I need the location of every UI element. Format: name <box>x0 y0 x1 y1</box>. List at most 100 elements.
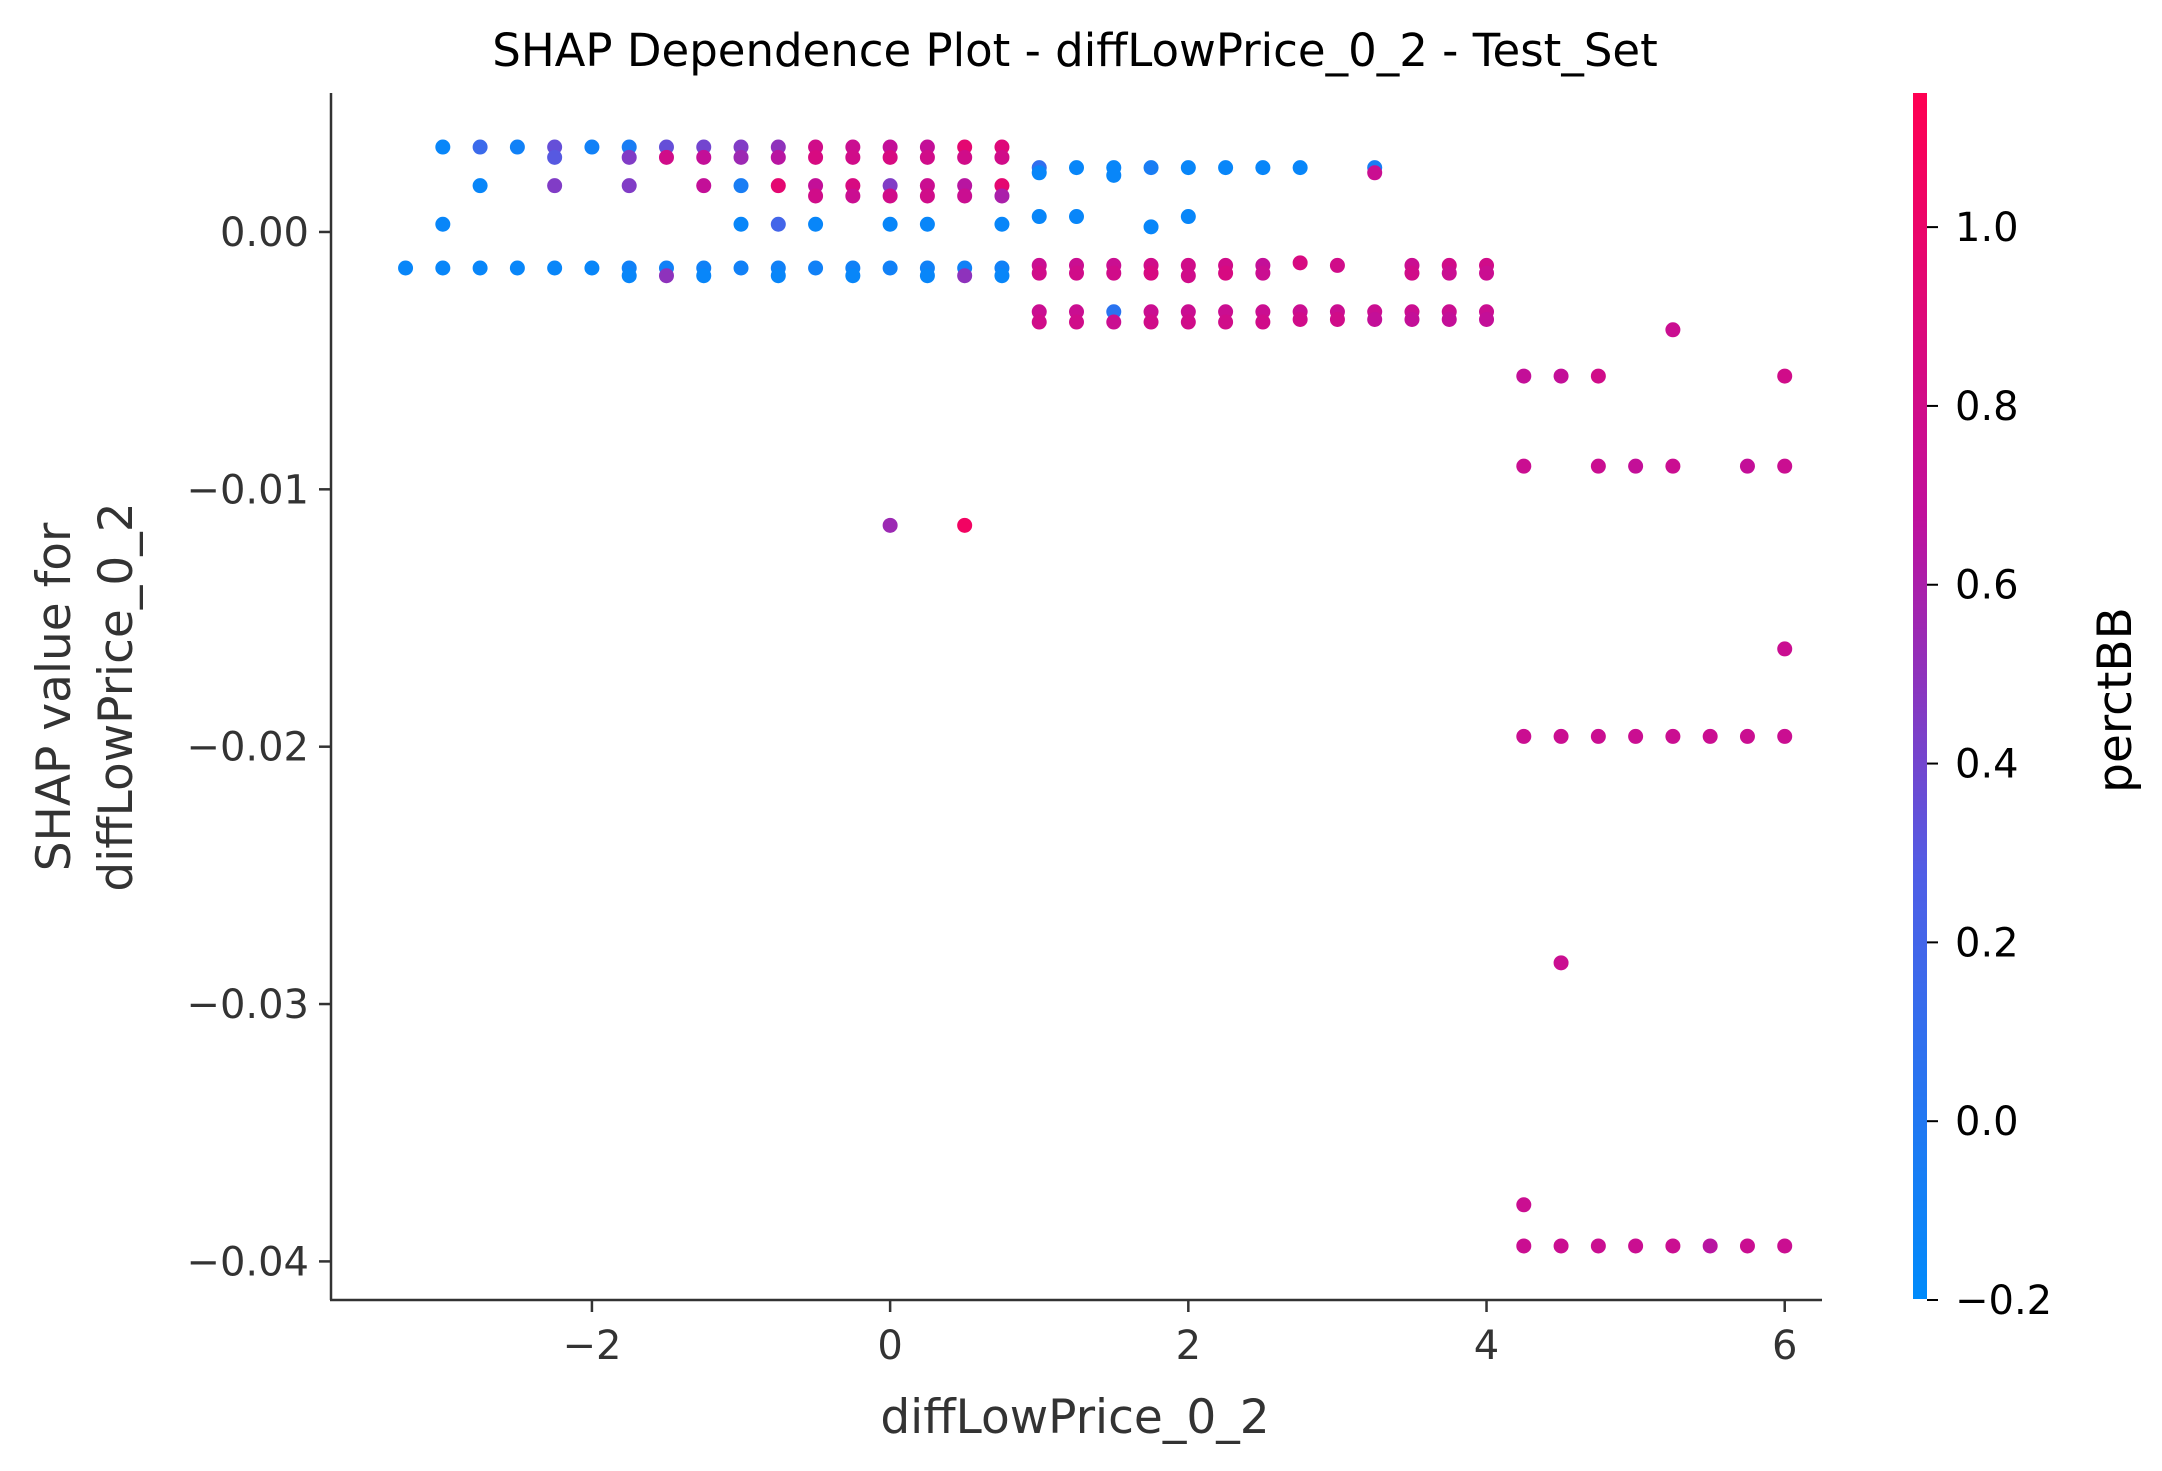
scatter-point <box>882 517 898 533</box>
y-axis-title-line2: diffLowPrice_0_2 <box>89 502 144 891</box>
scatter-point <box>1218 160 1234 176</box>
scatter-point <box>696 149 712 165</box>
scatter-point <box>1479 311 1495 327</box>
scatter-point <box>1553 955 1569 971</box>
scatter-point <box>808 260 824 276</box>
colorbar-tick-label: 0.4 <box>1955 742 2019 788</box>
scatter-point <box>1441 311 1457 327</box>
scatter-point <box>1777 641 1793 657</box>
scatter-point <box>1553 1238 1569 1254</box>
scatter-point <box>845 149 861 165</box>
x-axis-title: diffLowPrice_0_2 <box>880 1390 1269 1445</box>
colorbar-title: perctBB <box>2088 607 2143 793</box>
scatter-point <box>1180 314 1196 330</box>
scatter-point <box>1516 1197 1532 1213</box>
scatter-point <box>882 178 898 194</box>
scatter-point <box>1777 1238 1793 1254</box>
scatter-point <box>1292 311 1308 327</box>
chart-title: SHAP Dependence Plot - diffLowPrice_0_2 … <box>492 24 1657 77</box>
scatter-point <box>770 268 786 284</box>
scatter-point <box>994 268 1010 284</box>
scatter-point <box>1255 265 1271 281</box>
y-tick-label: −0.01 <box>186 467 309 513</box>
scatter-point <box>882 139 898 155</box>
scatter-point <box>919 178 935 194</box>
scatter-point <box>1255 304 1271 320</box>
scatter-point <box>547 178 563 194</box>
scatter-point <box>919 188 935 204</box>
scatter-point <box>1329 257 1345 273</box>
y-tick-label: −0.02 <box>186 725 309 771</box>
colorbar-tick-label: 0.6 <box>1955 563 2019 609</box>
scatter-point <box>1143 160 1159 176</box>
scatter-point <box>1180 268 1196 284</box>
scatter-point <box>621 268 637 284</box>
scatter-point <box>845 139 861 155</box>
scatter-point <box>994 216 1010 232</box>
scatter-point <box>733 260 749 276</box>
scatter-point <box>1031 209 1047 225</box>
scatter-point <box>1329 311 1345 327</box>
scatter-point <box>621 178 637 194</box>
scatter-point <box>435 216 451 232</box>
scatter-point <box>994 188 1010 204</box>
scatter-point <box>994 139 1010 155</box>
scatter-point <box>472 178 488 194</box>
scatter-point <box>658 268 674 284</box>
y-axis-ticks: 0.00 −0.01 −0.02 −0.03 −0.04 <box>186 210 331 1285</box>
scatter-point <box>957 149 973 165</box>
scatter-point <box>472 260 488 276</box>
scatter-point <box>1180 257 1196 273</box>
colorbar-ticks: 1.0 0.8 0.6 0.4 0.2 0.0 −0.2 <box>1927 205 2052 1324</box>
scatter-point <box>1739 728 1755 744</box>
scatter-point <box>1143 219 1159 235</box>
scatter-point <box>1069 304 1084 320</box>
scatter-point <box>1292 255 1308 271</box>
scatter-point <box>1292 160 1308 176</box>
colorbar-tick-label: −0.2 <box>1955 1278 2052 1324</box>
scatter-point <box>1069 160 1084 176</box>
y-tick-label: 0.00 <box>220 210 309 256</box>
x-axis-ticks: −2 0 2 4 6 <box>562 1300 1797 1369</box>
scatter-point <box>1143 314 1159 330</box>
scatter-point <box>509 260 525 276</box>
scatter-point <box>1404 311 1420 327</box>
scatter-point <box>1665 1238 1681 1254</box>
scatter-point <box>1367 311 1383 327</box>
scatter-point <box>1665 458 1681 474</box>
scatter-point <box>1553 368 1569 384</box>
scatter-point <box>1069 314 1084 330</box>
scatter-point <box>1628 728 1644 744</box>
x-tick-label: 4 <box>1474 1323 1499 1369</box>
scatter-point <box>1367 165 1383 181</box>
y-tick-label: −0.03 <box>186 982 309 1028</box>
scatter-point <box>733 178 749 194</box>
scatter-point <box>770 139 786 155</box>
x-tick-label: −2 <box>562 1323 621 1369</box>
scatter-point <box>994 178 1010 194</box>
scatter-point <box>696 139 712 155</box>
scatter-point <box>1777 728 1793 744</box>
scatter-point <box>1031 165 1047 181</box>
scatter-point <box>658 139 674 155</box>
scatter-point <box>957 268 973 284</box>
scatter-point <box>1516 728 1532 744</box>
scatter-point <box>1702 1238 1718 1254</box>
scatter-point <box>1739 458 1755 474</box>
scatter-point <box>1180 160 1196 176</box>
scatter-point <box>808 216 824 232</box>
scatter-point <box>1143 265 1159 281</box>
x-tick-label: 0 <box>877 1323 902 1369</box>
scatter-point <box>808 178 824 194</box>
scatter-point <box>845 188 861 204</box>
scatter-point <box>1106 167 1122 183</box>
scatter-point <box>1143 304 1159 320</box>
scatter-point <box>957 178 973 194</box>
colorbar <box>1913 93 1927 1299</box>
scatter-point <box>1180 304 1196 320</box>
scatter-point <box>957 188 973 204</box>
scatter-point <box>1404 265 1420 281</box>
colorbar-tick-label: 1.0 <box>1955 205 2019 251</box>
scatter-point <box>584 260 600 276</box>
scatter-point <box>696 178 712 194</box>
